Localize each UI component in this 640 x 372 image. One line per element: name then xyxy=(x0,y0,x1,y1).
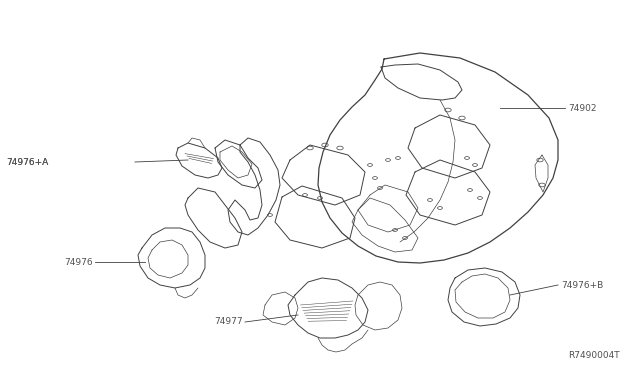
Text: 74976+A: 74976+A xyxy=(6,157,49,167)
Text: 74976+B: 74976+B xyxy=(561,280,604,289)
Text: R7490004T: R7490004T xyxy=(568,350,620,359)
Text: 74976: 74976 xyxy=(65,257,93,266)
Text: 74977: 74977 xyxy=(214,317,243,327)
Text: 74902: 74902 xyxy=(568,103,596,112)
Text: 74976+A: 74976+A xyxy=(6,157,49,167)
